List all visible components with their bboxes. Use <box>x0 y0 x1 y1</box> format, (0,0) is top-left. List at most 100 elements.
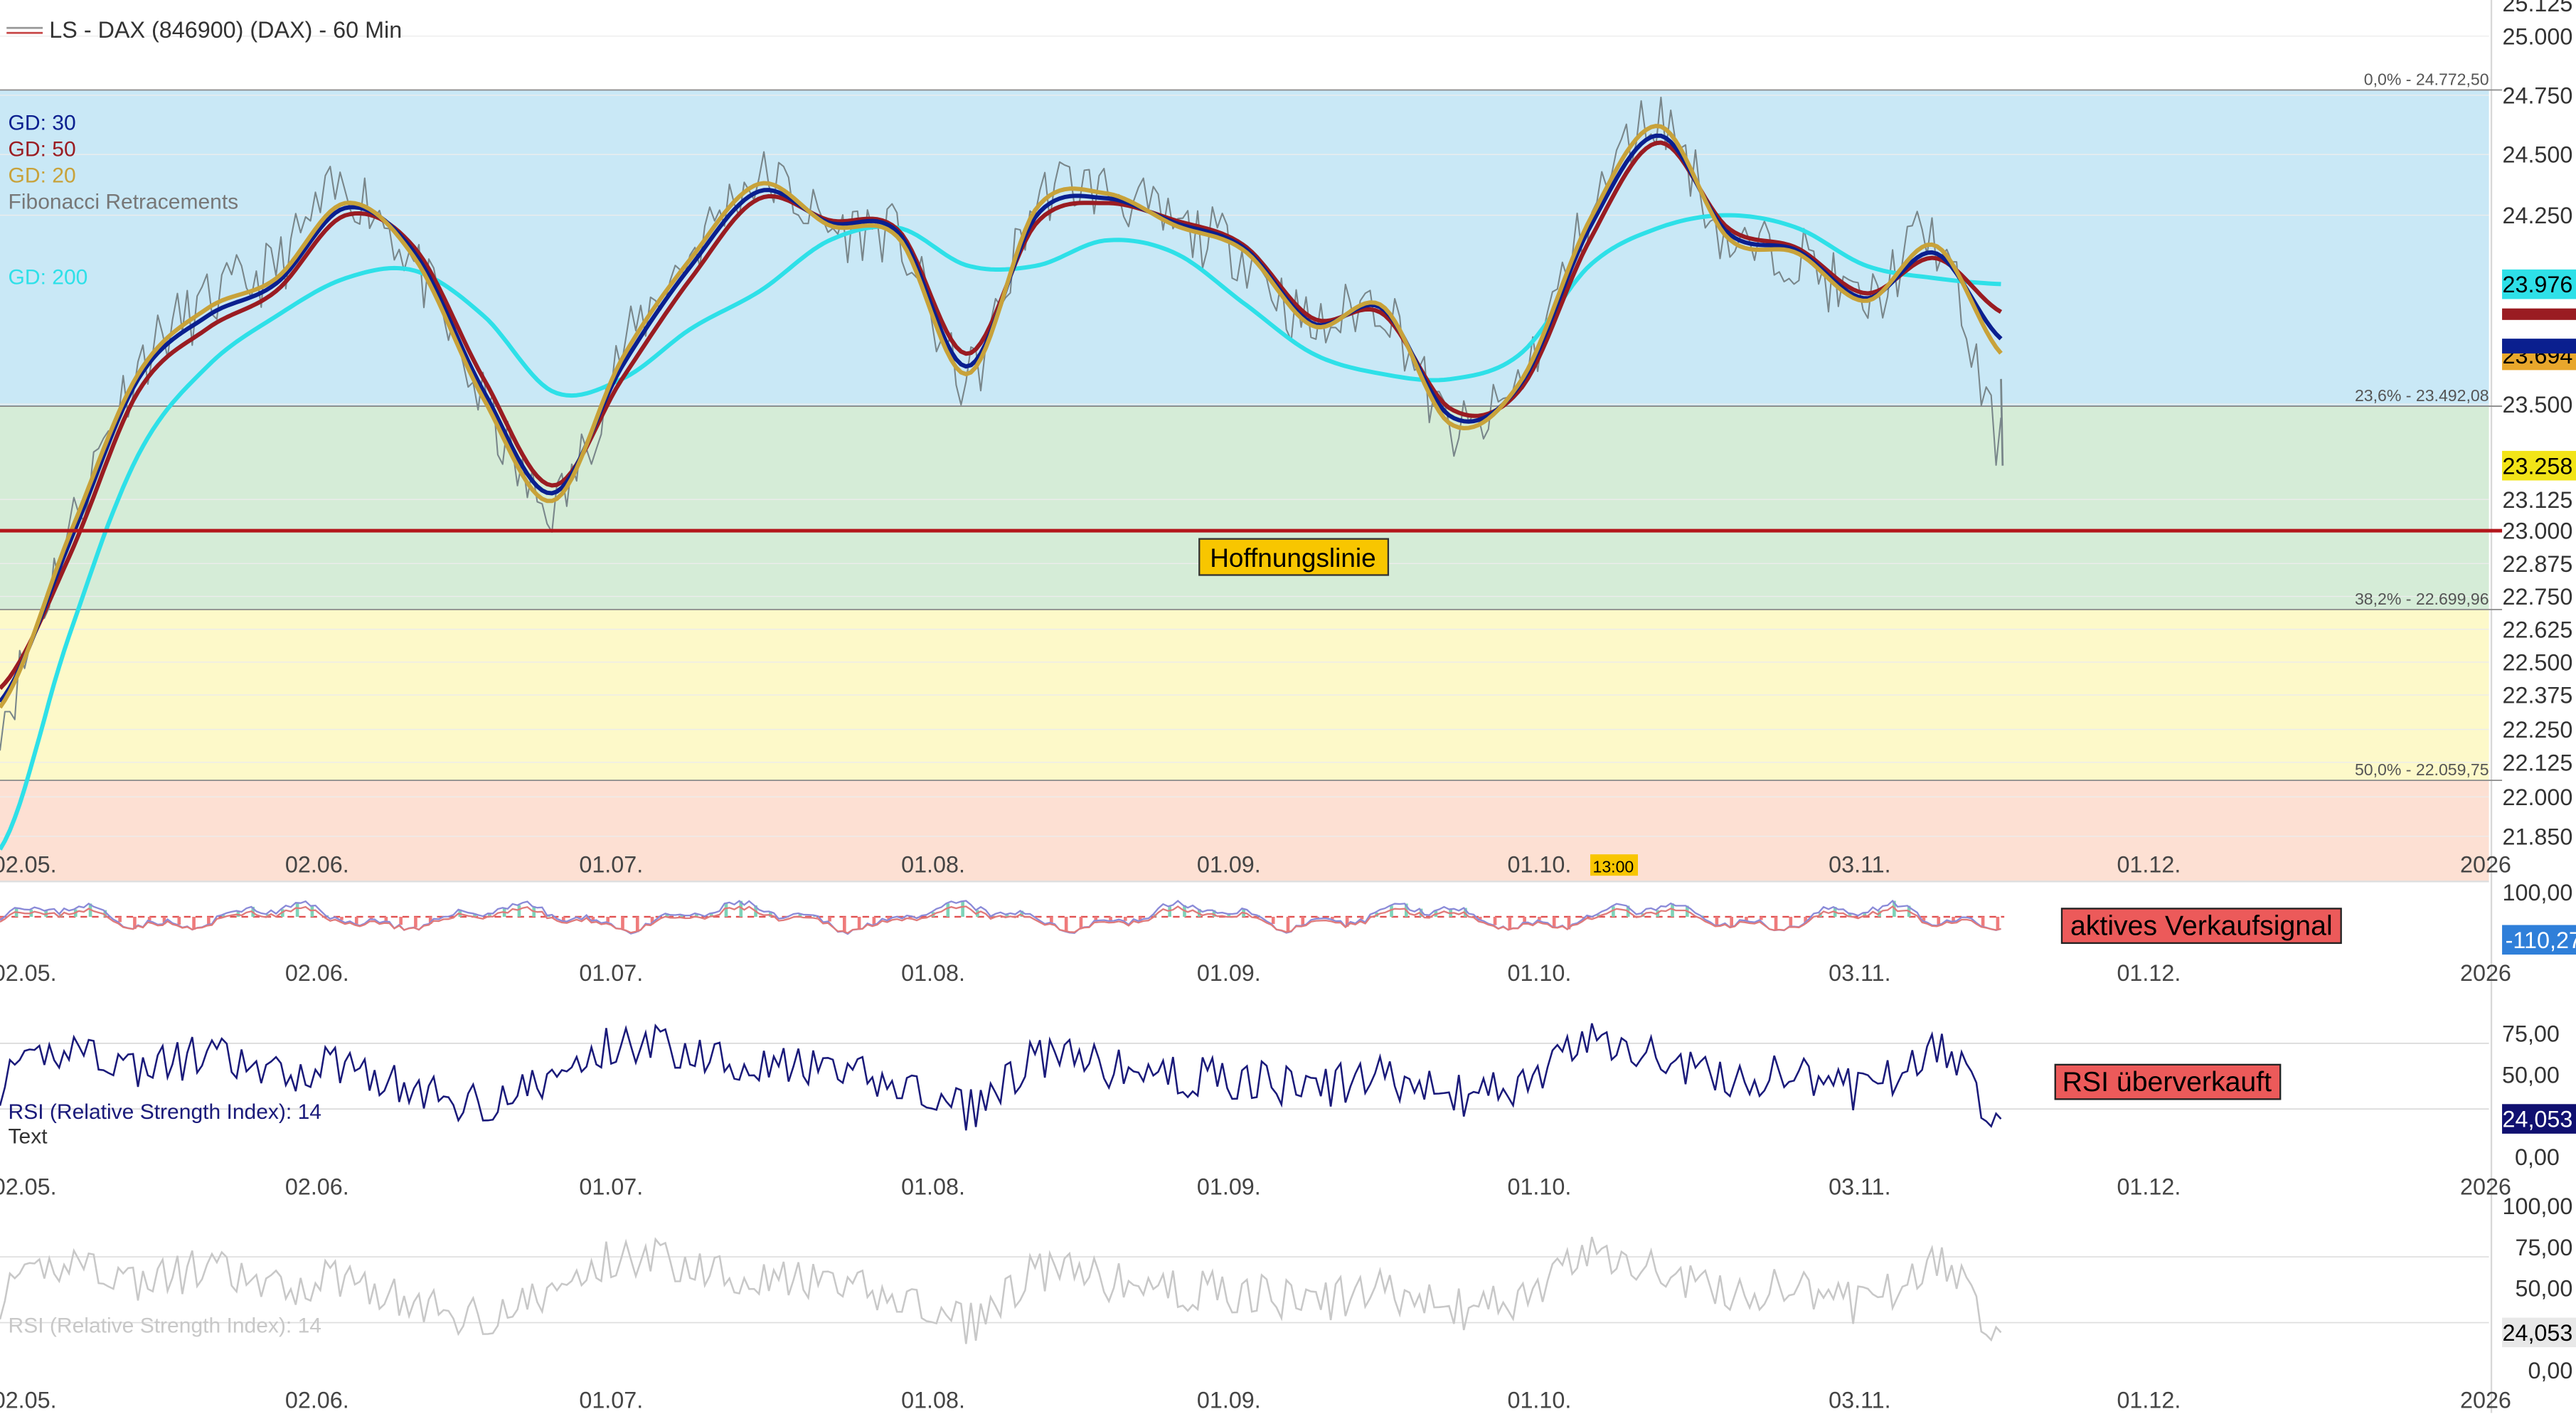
y-tick-label: 22.750 <box>2502 584 2572 610</box>
momentum-signal-line <box>0 905 2001 935</box>
legend-entry: GD: 30 <box>9 111 76 134</box>
momentum-histogram-bar <box>1981 916 1985 927</box>
momentum-histogram-bar <box>1286 916 1290 933</box>
momentum-histogram-bar <box>147 916 151 921</box>
x-axis-label: 2026 <box>2460 1174 2511 1199</box>
momentum-histogram-bar <box>1064 916 1068 932</box>
momentum-histogram-bar <box>621 916 624 929</box>
x-axis-label: 02.05. <box>0 852 57 878</box>
verkaufsignal-box <box>2060 908 2342 945</box>
momentum-histogram-bar <box>1863 913 1867 917</box>
momentum-histogram-bar <box>103 910 107 917</box>
y-tick-label: 24.500 <box>2502 142 2572 168</box>
momentum-histogram-bar <box>162 916 166 925</box>
x-axis-label: 01.10. <box>1507 852 1571 878</box>
momentum-histogram-bar <box>1138 916 1142 921</box>
y-tick-label-clipped: 25.125 <box>2502 0 2572 16</box>
y-tick-label: 23.125 <box>2502 487 2572 513</box>
momentum-histogram-bar <box>946 903 950 917</box>
x-axis-label: 01.12. <box>2117 960 2181 986</box>
momentum-histogram-bar <box>769 911 772 917</box>
x-axis-label: 01.08. <box>901 960 965 986</box>
price-tag <box>2502 450 2576 481</box>
momentum-tag <box>2502 925 2576 955</box>
y-tick-label: 22.125 <box>2502 750 2572 775</box>
gd20-line <box>0 124 2003 709</box>
y-tick-label: 24.250 <box>2502 203 2572 228</box>
hoffnungslinie-label: Hoffnungslinie <box>1210 543 1375 573</box>
rsi2-line <box>0 1236 2002 1344</box>
x-axis-label: 02.06. <box>285 1388 349 1413</box>
momentum-histogram-bar <box>1730 916 1733 927</box>
x-axis-label: 02.05. <box>0 1174 57 1199</box>
y-tick-label: 24.750 <box>2502 83 2572 109</box>
momentum-histogram-bar <box>1508 916 1512 930</box>
rsi2-y-tick: 75,00 <box>2515 1235 2572 1260</box>
momentum-histogram-bar <box>473 913 477 917</box>
x-axis-label: 01.08. <box>901 852 965 878</box>
momentum-histogram-bar <box>1552 916 1556 927</box>
momentum-histogram-bar <box>1952 916 1955 922</box>
x-axis-label: 02.05. <box>0 1388 57 1413</box>
rsi-signal-box <box>2054 1063 2282 1100</box>
momentum-histogram-bar <box>1567 916 1571 930</box>
momentum-histogram-bar <box>1005 914 1009 917</box>
rsi2-tag-text: 24,053 <box>2502 1320 2572 1346</box>
x-axis-label: 01.09. <box>1197 960 1261 986</box>
rsi-tag-text: 24,053 <box>2502 1107 2572 1132</box>
momentum-histogram-bar <box>709 913 713 917</box>
y-tick-label: 21.850 <box>2502 824 2572 849</box>
fib-level-label: 50,0% - 22.059,75 <box>2355 760 2489 779</box>
rsi-legend: RSI (Relative Strength Index): 14 <box>9 1100 321 1124</box>
momentum-histogram-bar <box>236 910 240 917</box>
rsi-tag <box>2502 1104 2576 1134</box>
momentum-histogram-bar <box>414 916 417 927</box>
momentum-histogram-bar <box>1612 906 1615 917</box>
momentum-histogram-bar <box>798 913 802 917</box>
y-tick-label: 23.000 <box>2502 519 2572 544</box>
momentum-histogram-bar <box>1227 913 1231 917</box>
y-tick-label: 25.000 <box>2502 23 2572 49</box>
x-axis-label: 01.12. <box>2117 1388 2181 1413</box>
x-axis-label: 01.07. <box>579 960 643 986</box>
momentum-histogram-bar <box>591 916 595 921</box>
time-marker: 13:00 <box>1592 858 1634 876</box>
momentum-histogram-bar <box>428 916 432 924</box>
gd200-label: GD: 200 <box>9 266 88 289</box>
x-axis-label: 01.07. <box>579 1388 643 1413</box>
rsi-y-tick: 75,00 <box>2502 1021 2560 1047</box>
verkaufsignal-label: aktives Verkaufsignal <box>2070 910 2333 941</box>
momentum-histogram-bar <box>1597 914 1600 917</box>
momentum-histogram-bar <box>1538 916 1541 920</box>
rsi2-legend: RSI (Relative Strength Index): 14 <box>9 1314 321 1337</box>
momentum-histogram-bar <box>1848 913 1852 917</box>
momentum-histogram-bar <box>1478 916 1482 920</box>
momentum-histogram-bar <box>1331 916 1334 920</box>
rsi2-y-tick: 100,00 <box>2502 1194 2572 1219</box>
y-tick-label: 22.875 <box>2502 551 2572 577</box>
legend-entry: GD: 20 <box>9 164 76 187</box>
momentum-histogram-bar <box>399 916 403 925</box>
momentum-histogram-bar <box>1360 916 1364 920</box>
momentum-histogram-bar <box>1671 903 1674 917</box>
y-tick-label: 22.375 <box>2502 683 2572 708</box>
momentum-histogram-bar <box>1493 916 1497 925</box>
x-axis-label: 03.11. <box>1829 960 1890 986</box>
price-tag-gd50 <box>2502 308 2576 320</box>
momentum-histogram-bar <box>133 916 137 930</box>
x-axis-label: 03.11. <box>1829 1174 1890 1199</box>
momentum-histogram-bar <box>310 905 314 917</box>
momentum-histogram-bar <box>828 916 831 922</box>
momentum-histogram-bar <box>1212 910 1216 917</box>
momentum-histogram-bar <box>1035 916 1038 918</box>
momentum-histogram-bar <box>724 903 728 917</box>
rsi2-y-tick: 0,00 <box>2528 1358 2572 1383</box>
rsi2-y-tick: 50,00 <box>2515 1276 2572 1302</box>
momentum-histogram-bar <box>1345 916 1349 927</box>
momentum-histogram-bar <box>354 916 358 925</box>
momentum-histogram-bar <box>1937 916 1941 926</box>
momentum-histogram-bar <box>369 916 373 920</box>
momentum-histogram-bar <box>606 916 610 923</box>
